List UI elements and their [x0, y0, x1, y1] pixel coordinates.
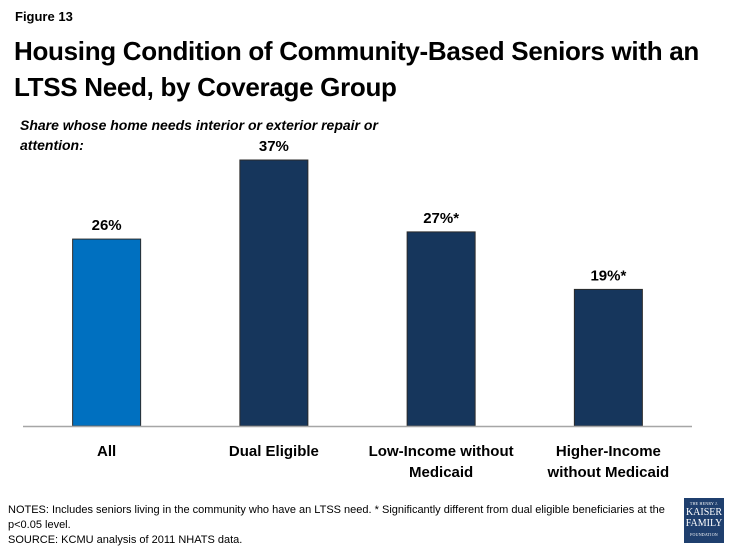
logo-line-4: FOUNDATION	[690, 532, 718, 537]
bar-higher-income-without-medicaid	[573, 288, 643, 427]
data-label: 37%	[259, 138, 289, 155]
bar-low-income-without-medicaid	[406, 231, 476, 427]
x-tick-label: Medicaid	[409, 464, 473, 481]
notes-text: NOTES: Includes seniors living in the co…	[8, 504, 665, 531]
x-tick-label: Low-Income without	[369, 443, 514, 460]
kff-logo: THE HENRY J. KAISER FAMILY FOUNDATION	[684, 498, 724, 543]
chart-subtitle: Share whose home needs interior or exter…	[20, 117, 378, 153]
x-tick-label: without Medicaid	[547, 464, 670, 481]
bar-all	[72, 238, 142, 427]
x-tick-label: All	[97, 443, 116, 460]
figure-label: Figure 13	[15, 9, 73, 24]
notes: NOTES: Includes seniors living in the co…	[8, 503, 668, 548]
bar-chart: 26% All 37% Dual Eligible 27%* Low-Income wit…	[23, 138, 692, 481]
chart-title: Housing Condition of Community-Based Sen…	[14, 36, 699, 102]
logo-line-2: KAISER	[685, 507, 723, 518]
data-label: 26%	[92, 217, 122, 234]
source-text: SOURCE: KCMU analysis of 2011 NHATS data…	[8, 534, 243, 546]
x-tick-label: Dual Eligible	[229, 443, 319, 460]
data-label: 19%*	[590, 267, 626, 284]
logo-line-3: FAMILY	[685, 518, 723, 529]
bar-dual-eligible	[239, 159, 309, 427]
x-tick-label: Higher-Income	[556, 443, 661, 460]
data-label: 27%*	[423, 210, 459, 227]
logo-line-1: THE HENRY J.	[689, 501, 719, 506]
